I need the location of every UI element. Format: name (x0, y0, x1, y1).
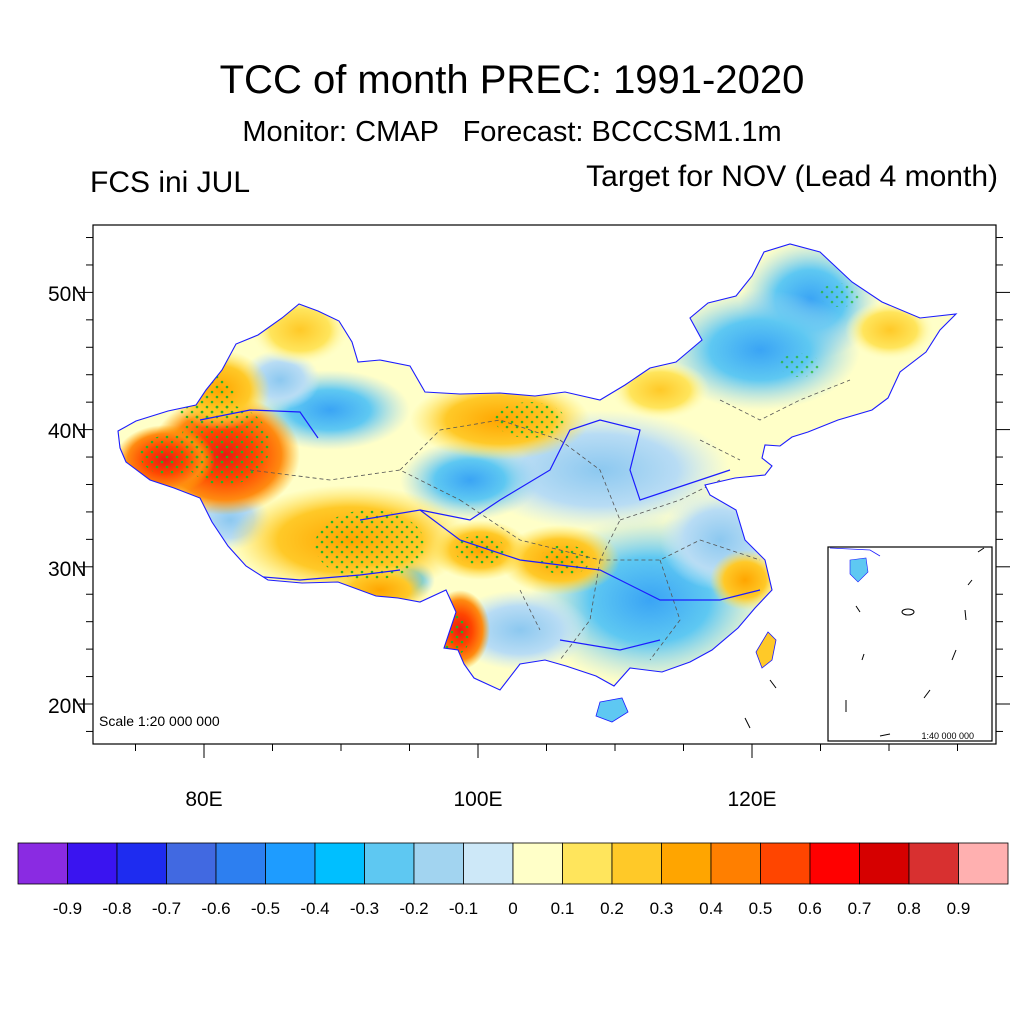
colorbar-swatch (413, 842, 464, 885)
axis-ticks (79, 237, 1010, 758)
lat-label-50n: 50N (48, 283, 87, 306)
colorbar-label: -0.1 (449, 899, 478, 918)
colorbar: -0.9 -0.8 -0.7 -0.6 -0.5 -0.4 -0.3 -0.2 -0.1 0 0.1… (17, 842, 1009, 918)
colorbar-swatch (710, 842, 761, 885)
lon-label-80e: 80E (185, 788, 222, 811)
colorbar-swatch (958, 842, 1009, 885)
colorbar-swatch (265, 842, 316, 885)
colorbar-swatch (562, 842, 613, 885)
colorbar-label: 0.4 (699, 899, 723, 918)
init-label: FCS ini JUL (90, 166, 251, 199)
inset-dash-lines (845, 547, 985, 737)
taiwan-island (755, 631, 777, 669)
colorbar-swatch (760, 842, 811, 885)
lat-label-40n: 40N (48, 420, 87, 443)
lon-label-100e: 100E (453, 788, 502, 811)
colorbar-swatch (67, 842, 118, 885)
colorbar-swatch (17, 842, 68, 885)
colorbar-label: 0.6 (798, 899, 822, 918)
scale-text: Scale 1:20 000 000 (99, 713, 220, 729)
colorbar-swatch (116, 842, 167, 885)
colorbar-label: -0.6 (201, 899, 230, 918)
lon-label-120e: 120E (727, 788, 776, 811)
colorbar-swatch (364, 842, 415, 885)
colorbar-swatch (908, 842, 959, 885)
colorbar-label: -0.5 (251, 899, 280, 918)
colorbar-swatch (809, 842, 860, 885)
lat-label-30n: 30N (48, 558, 87, 581)
chart-subtitle: Monitor: CMAP Forecast: BCCCSM1.1m (242, 116, 782, 148)
colorbar-label: -0.8 (102, 899, 131, 918)
colorbar-swatch (166, 842, 217, 885)
colorbar-swatch (314, 842, 365, 885)
nine-dash-lines (744, 679, 777, 729)
colorbar-label: -0.4 (300, 899, 329, 918)
colorbar-swatch (463, 842, 514, 885)
colorbar-label: 0.8 (897, 899, 921, 918)
chart-title: TCC of month PREC: 1991-2020 (219, 58, 805, 102)
colorbar-label: 0.2 (600, 899, 624, 918)
colorbar-label: 0.5 (749, 899, 773, 918)
colorbar-label: 0.9 (947, 899, 971, 918)
lat-label-20n: 20N (48, 695, 87, 718)
colorbar-swatch (512, 842, 563, 885)
inset-hainan (849, 557, 869, 583)
colorbar-swatch (611, 842, 662, 885)
hainan-island (595, 697, 629, 723)
colorbar-label: -0.2 (399, 899, 428, 918)
colorbar-label: -0.7 (152, 899, 181, 918)
colorbar-label: 0.1 (551, 899, 575, 918)
colorbar-label: -0.9 (53, 899, 82, 918)
colorbar-label: 0.7 (848, 899, 872, 918)
colorbar-swatch (859, 842, 910, 885)
colorbar-label: 0 (508, 899, 517, 918)
target-label: Target for NOV (Lead 4 month) (586, 160, 998, 193)
colorbar-swatch (215, 842, 266, 885)
colorbar-label: -0.3 (350, 899, 379, 918)
inset-scale-text: 1:40 000 000 (921, 731, 974, 741)
colorbar-label: 0.3 (650, 899, 674, 918)
colorbar-swatch (661, 842, 712, 885)
